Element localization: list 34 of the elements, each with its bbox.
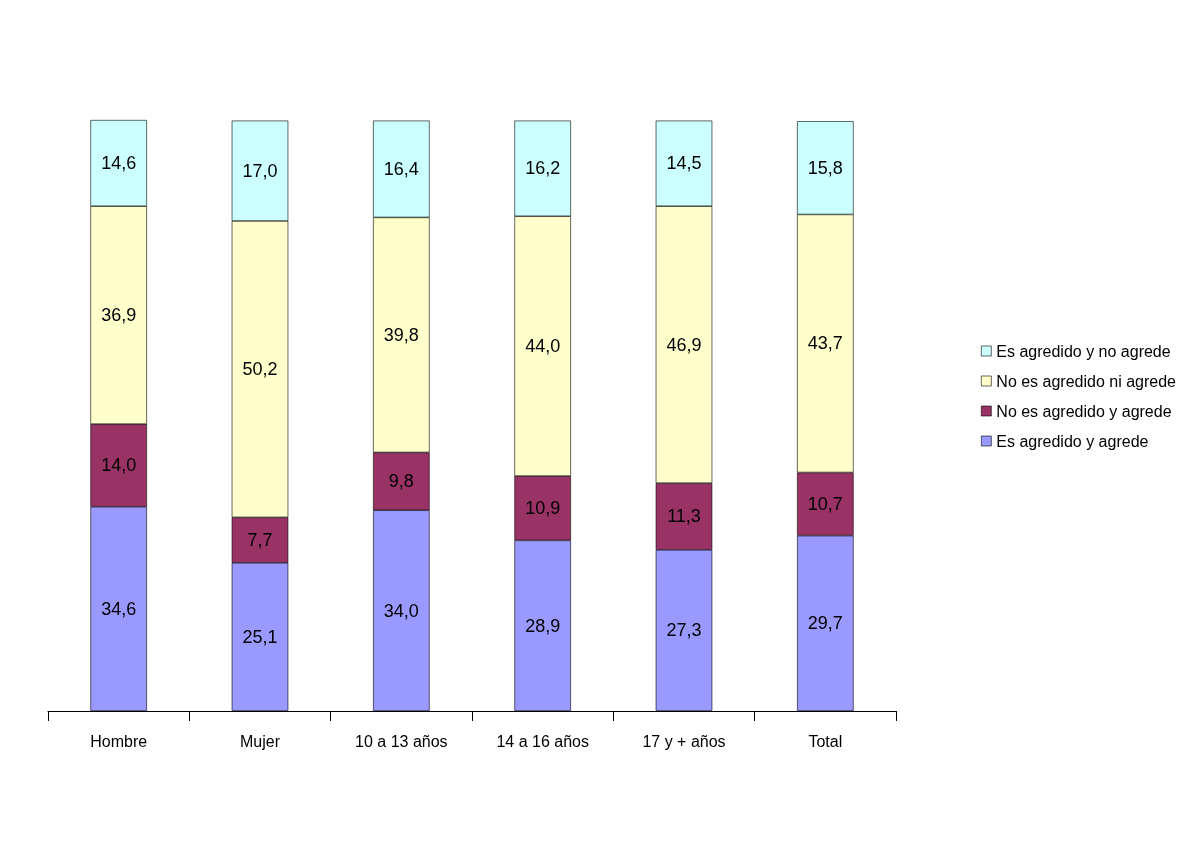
data-label: 15,8 <box>807 157 843 178</box>
data-label: 46,9 <box>666 334 702 355</box>
legend-label: Es agredido y no agrede <box>996 342 1171 360</box>
x-tick-label: Mujer <box>239 732 281 750</box>
legend-label: No es agredido y agrede <box>996 402 1172 420</box>
data-label: 39,8 <box>383 324 419 345</box>
data-label: 34,0 <box>383 600 419 621</box>
x-tick-label: 10 a 13 años <box>355 732 448 750</box>
data-label: 29,7 <box>807 613 843 634</box>
data-label: 44,0 <box>525 336 561 357</box>
data-label: 14,5 <box>666 153 702 174</box>
data-label: 16,4 <box>383 159 419 179</box>
x-tick-label: Total <box>808 732 843 750</box>
data-label: 14,0 <box>101 455 137 476</box>
data-label: 28,9 <box>525 615 561 636</box>
x-tick-label: 17 y + años <box>642 732 726 750</box>
legend-label: No es agredido ni agrede <box>996 372 1177 390</box>
legend-label: Es agredido y agrede <box>996 432 1149 450</box>
data-label: 7,7 <box>247 530 273 551</box>
data-label: 11,3 <box>667 506 701 527</box>
x-tick-label: Hombre <box>90 732 148 750</box>
data-label: 10,7 <box>807 494 843 515</box>
data-label: 27,3 <box>666 620 702 641</box>
data-label: 25,1 <box>242 626 278 647</box>
data-label: 43,7 <box>807 333 843 354</box>
data-label: 14,6 <box>101 153 137 174</box>
data-label: 9,8 <box>388 471 414 492</box>
x-tick-label: 14 a 16 años <box>496 732 589 750</box>
data-label: 16,2 <box>525 158 561 179</box>
data-label: 17,0 <box>242 160 278 181</box>
data-label: 50,2 <box>242 359 278 380</box>
data-label: 10,9 <box>525 498 561 519</box>
data-label: 36,9 <box>101 305 137 326</box>
data-label: 34,6 <box>101 598 137 619</box>
